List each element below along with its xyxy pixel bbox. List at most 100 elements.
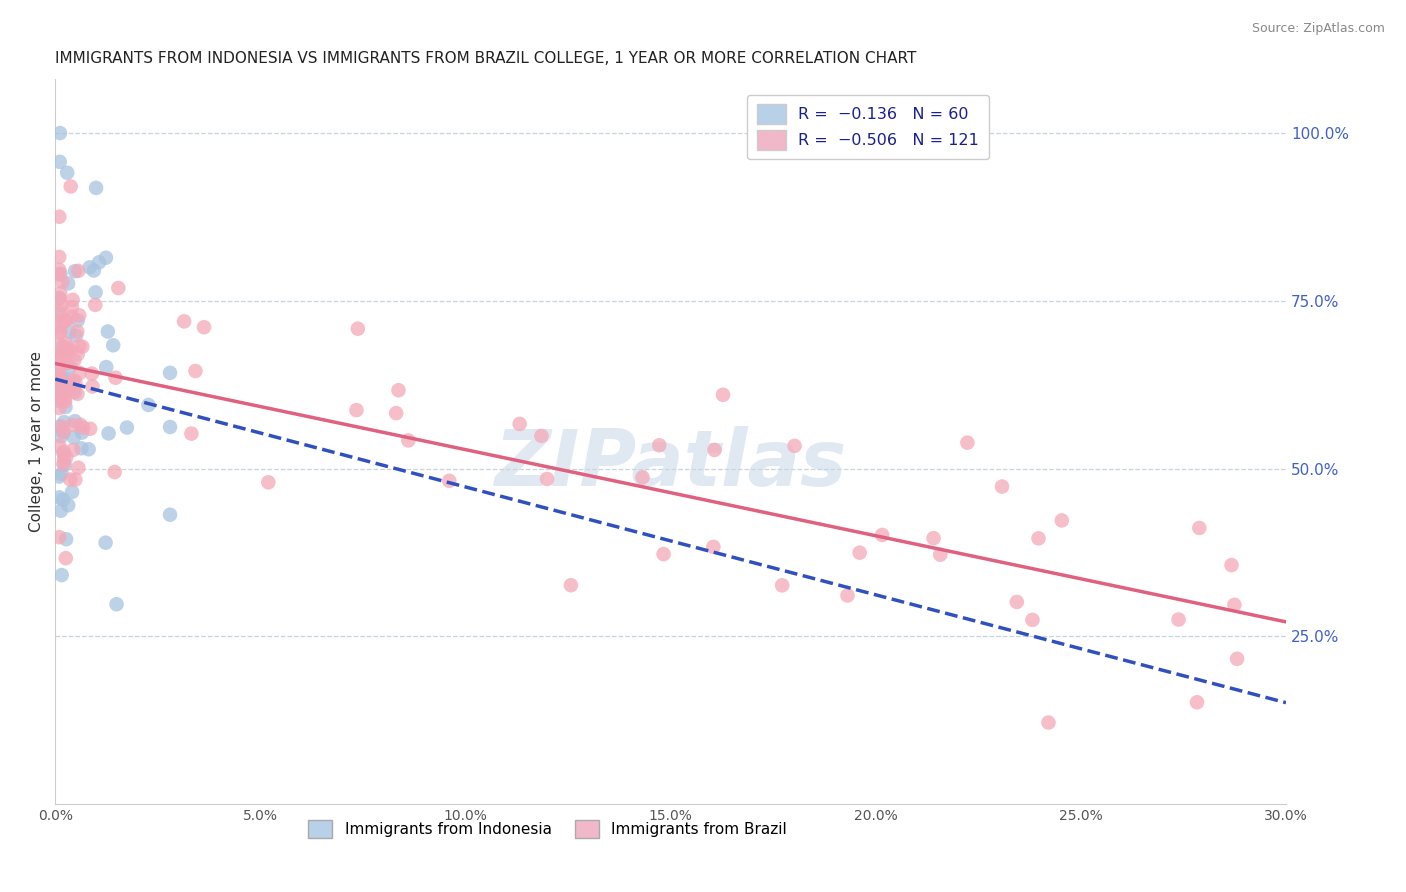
Point (159, 420, 181, 434)
Point (783, 439, 806, 453)
Point (55, 356, 77, 370)
Point (58, 376, 80, 391)
Point (848, 546, 870, 560)
Point (48, 326, 70, 340)
Point (59, 359, 82, 374)
Point (83, 263, 105, 277)
Point (51, 429, 73, 443)
Point (837, 589, 859, 603)
Point (48, 439, 70, 453)
Point (49, 325, 72, 339)
Point (1005, 595, 1028, 609)
Point (51, 467, 73, 481)
Point (51, 419, 73, 434)
Point (257, 475, 280, 490)
Point (509, 417, 531, 431)
Point (48, 419, 70, 434)
Point (48, 388, 70, 402)
Point (51, 348, 73, 362)
Point (52, 492, 75, 507)
Point (55, 400, 77, 414)
Text: ZIPatlas: ZIPatlas (495, 425, 846, 501)
Point (62, 442, 84, 457)
Point (991, 479, 1014, 493)
Point (84, 298, 107, 312)
Point (48, 387, 70, 401)
Point (63, 385, 86, 400)
Point (51, 385, 73, 400)
Point (55, 551, 77, 566)
Point (711, 388, 734, 402)
Point (105, 597, 128, 611)
Point (62, 293, 84, 307)
Point (97, 426, 120, 441)
Point (1028, 532, 1050, 546)
Point (69, 366, 91, 380)
Point (770, 578, 793, 592)
Point (63, 353, 86, 368)
Point (48, 154, 70, 169)
Point (70, 425, 93, 440)
Point (77, 442, 100, 457)
Point (55, 343, 77, 357)
Point (66, 347, 89, 361)
Point (52, 457, 75, 471)
Point (55, 532, 77, 546)
Point (48, 349, 70, 363)
Point (60, 310, 83, 324)
Point (49, 504, 72, 518)
Point (48, 291, 70, 305)
Point (1188, 521, 1211, 535)
Point (48, 347, 70, 361)
Point (67, 339, 90, 353)
Point (115, 420, 138, 434)
Point (48, 316, 70, 330)
Y-axis label: College, 1 year or more: College, 1 year or more (30, 351, 44, 533)
Point (79, 422, 101, 436)
Point (59, 473, 82, 487)
Point (51, 275, 73, 289)
Point (648, 438, 671, 452)
Point (49, 267, 72, 281)
Point (159, 508, 181, 522)
Point (956, 435, 979, 450)
Point (82, 379, 104, 393)
Point (51, 390, 73, 404)
Point (48, 337, 70, 351)
Point (72, 421, 94, 435)
Point (48, 304, 70, 318)
Point (48, 307, 70, 321)
Point (58, 325, 80, 339)
Point (396, 434, 419, 448)
Point (49, 374, 72, 388)
Point (65, 328, 87, 343)
Point (48, 352, 70, 367)
Point (48, 250, 70, 264)
Point (530, 429, 553, 443)
Point (87, 255, 110, 269)
Point (560, 578, 582, 592)
Point (56, 277, 79, 291)
Point (48, 268, 70, 282)
Point (52, 425, 75, 440)
Point (652, 547, 675, 561)
Point (55, 336, 77, 351)
Point (48, 358, 70, 372)
Point (96, 360, 118, 375)
Point (80, 367, 103, 381)
Point (1220, 558, 1243, 572)
Legend: Immigrants from Indonesia, Immigrants from Brazil: Immigrants from Indonesia, Immigrants fr… (302, 814, 793, 844)
Point (1226, 652, 1249, 666)
Point (103, 338, 125, 352)
Point (870, 528, 893, 542)
Point (184, 364, 207, 378)
Point (48, 319, 70, 334)
Point (60, 484, 83, 499)
Point (62, 430, 84, 444)
Point (97, 325, 120, 339)
Point (49, 126, 72, 140)
Point (48, 380, 70, 394)
Point (48, 350, 70, 364)
Point (66, 325, 89, 339)
Point (66, 313, 89, 327)
